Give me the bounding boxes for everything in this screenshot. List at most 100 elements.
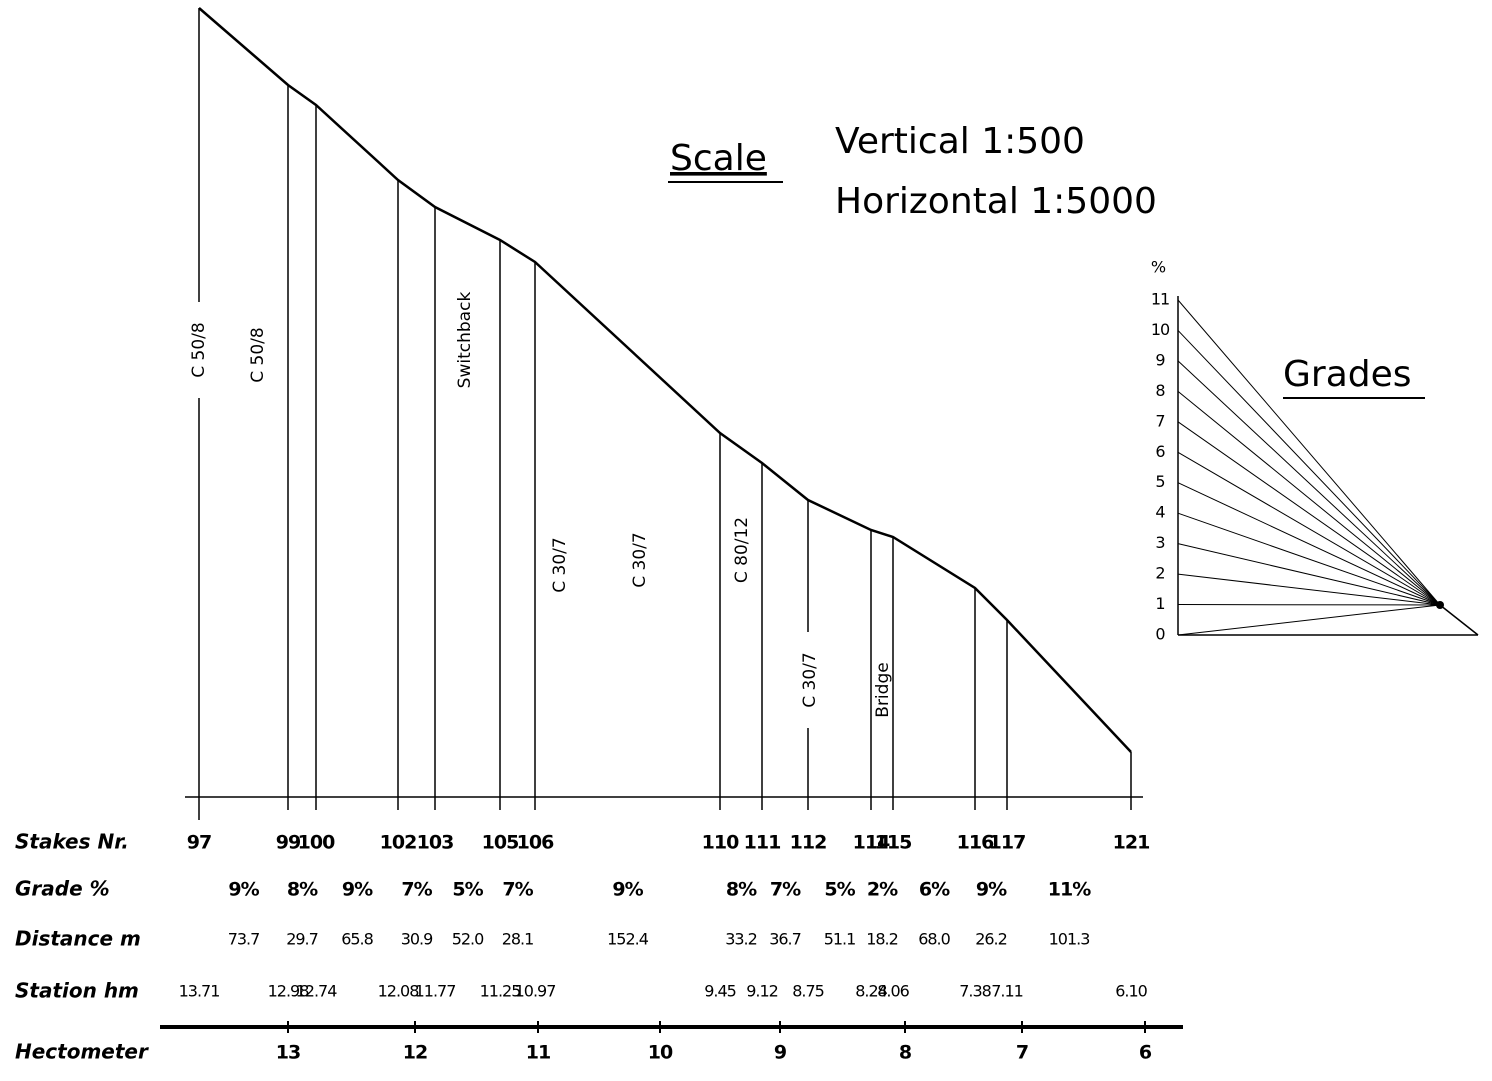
station: 9.45 bbox=[704, 982, 736, 1001]
station: 6.10 bbox=[1115, 982, 1147, 1001]
station: 10.97 bbox=[515, 982, 556, 1001]
grade: 7% bbox=[770, 879, 801, 901]
scale-vertical: Vertical 1:500 bbox=[835, 121, 1085, 162]
distance: 33.2 bbox=[725, 930, 757, 949]
stake-number: 103 bbox=[417, 832, 454, 854]
grades-title: Grades bbox=[1283, 354, 1412, 395]
grade: 9% bbox=[976, 879, 1007, 901]
distance: 29.7 bbox=[286, 930, 318, 949]
grade-tick: 9 bbox=[1155, 350, 1165, 369]
distance: 101.3 bbox=[1049, 930, 1090, 949]
hectometer: 12 bbox=[403, 1042, 427, 1064]
label-gap bbox=[188, 302, 210, 398]
hectometer: 11 bbox=[526, 1042, 550, 1064]
grade-tick: 3 bbox=[1155, 533, 1164, 552]
grade-ray bbox=[1177, 543, 1441, 606]
stake-number: 110 bbox=[702, 832, 739, 854]
hectometer: 7 bbox=[1016, 1042, 1028, 1064]
scale-title: Scale bbox=[670, 138, 767, 179]
hectometer: 8 bbox=[899, 1042, 912, 1064]
stake-number: 117 bbox=[989, 832, 1026, 854]
grade-ray bbox=[1177, 482, 1441, 606]
hectometer: 13 bbox=[276, 1042, 300, 1064]
annotation: C 50/8 bbox=[189, 322, 209, 377]
grade-ray bbox=[1177, 451, 1441, 606]
distance: 65.8 bbox=[341, 930, 373, 949]
grade: 8% bbox=[287, 879, 318, 901]
grades-unit: % bbox=[1151, 258, 1166, 277]
hectometer: 10 bbox=[648, 1042, 673, 1064]
stake-number: 97 bbox=[187, 832, 211, 854]
hectometer: 6 bbox=[1139, 1042, 1152, 1064]
station: 12.74 bbox=[296, 982, 338, 1001]
station: 8.75 bbox=[792, 982, 824, 1001]
station: 12.98 bbox=[268, 982, 310, 1001]
station: 9.12 bbox=[746, 982, 778, 1001]
stake-number: 112 bbox=[790, 832, 827, 854]
row-label: Grade % bbox=[15, 877, 110, 901]
stake-number: 100 bbox=[298, 832, 335, 854]
grade-tick: 7 bbox=[1155, 411, 1164, 430]
grade: 9% bbox=[612, 879, 643, 901]
distance: 51.1 bbox=[824, 930, 856, 949]
annotation: Switchback bbox=[455, 292, 475, 389]
annotation: Bridge bbox=[873, 662, 893, 717]
distance: 30.9 bbox=[401, 930, 433, 949]
annotation: C 30/7 bbox=[630, 532, 650, 587]
grade-ray bbox=[1177, 390, 1441, 606]
grade: 7% bbox=[401, 879, 432, 901]
grade: 9% bbox=[228, 879, 259, 901]
station: 7.11 bbox=[991, 982, 1023, 1001]
grade: 9% bbox=[342, 879, 373, 901]
grade: 6% bbox=[919, 879, 950, 901]
grade-base bbox=[1439, 604, 1479, 636]
stake-number: 115 bbox=[875, 832, 912, 854]
grade-tick: 1 bbox=[1155, 594, 1164, 613]
label-gap bbox=[799, 632, 821, 728]
grade-tick: 10 bbox=[1151, 320, 1170, 339]
grade-pivot bbox=[1436, 601, 1444, 609]
station: 12.08 bbox=[378, 982, 420, 1001]
station: 7.38 bbox=[959, 982, 991, 1001]
stake-number: 121 bbox=[1113, 832, 1150, 854]
annotation: C 50/8 bbox=[248, 327, 268, 382]
row-label: Stakes Nr. bbox=[15, 830, 129, 854]
grade-ray bbox=[1177, 573, 1441, 606]
stake-number: 114 bbox=[853, 832, 890, 854]
stake-number: 105 bbox=[482, 832, 519, 854]
stake-number: 111 bbox=[744, 832, 781, 854]
hectometer: 9 bbox=[774, 1042, 786, 1064]
annotation: C 30/7 bbox=[800, 652, 820, 707]
distance: 68.0 bbox=[918, 930, 950, 949]
station: 11.25 bbox=[480, 982, 521, 1001]
row-label: Distance m bbox=[15, 927, 141, 951]
grade-tick: 0 bbox=[1155, 625, 1165, 644]
row-label: Station hm bbox=[15, 979, 139, 1003]
grade-ray bbox=[1177, 604, 1441, 636]
station: 8.06 bbox=[877, 982, 909, 1001]
distance: 18.2 bbox=[866, 930, 898, 949]
grade: 11% bbox=[1048, 879, 1091, 901]
station: 13.71 bbox=[179, 982, 220, 1001]
stake-number: 102 bbox=[380, 832, 417, 854]
profile-line bbox=[198, 7, 1132, 753]
distance: 28.1 bbox=[502, 930, 534, 949]
grade-tick: 4 bbox=[1155, 503, 1165, 522]
distance: 36.7 bbox=[769, 930, 801, 949]
grade: 2% bbox=[867, 879, 898, 901]
row-label: Hectometer bbox=[15, 1040, 149, 1064]
annotation: C 80/12 bbox=[732, 517, 752, 583]
grade-tick: 2 bbox=[1155, 564, 1164, 583]
grade-tick: 8 bbox=[1155, 381, 1165, 400]
grade: 5% bbox=[824, 879, 855, 901]
grade-ray bbox=[1177, 330, 1441, 606]
grade-ray bbox=[1177, 421, 1441, 606]
distance: 52.0 bbox=[452, 930, 484, 949]
stake-number: 116 bbox=[957, 832, 994, 854]
grade-ray bbox=[1177, 299, 1441, 606]
distance: 152.4 bbox=[607, 930, 649, 949]
stake-number: 106 bbox=[517, 832, 554, 854]
distance: 73.7 bbox=[228, 930, 260, 949]
grade: 5% bbox=[452, 879, 483, 901]
